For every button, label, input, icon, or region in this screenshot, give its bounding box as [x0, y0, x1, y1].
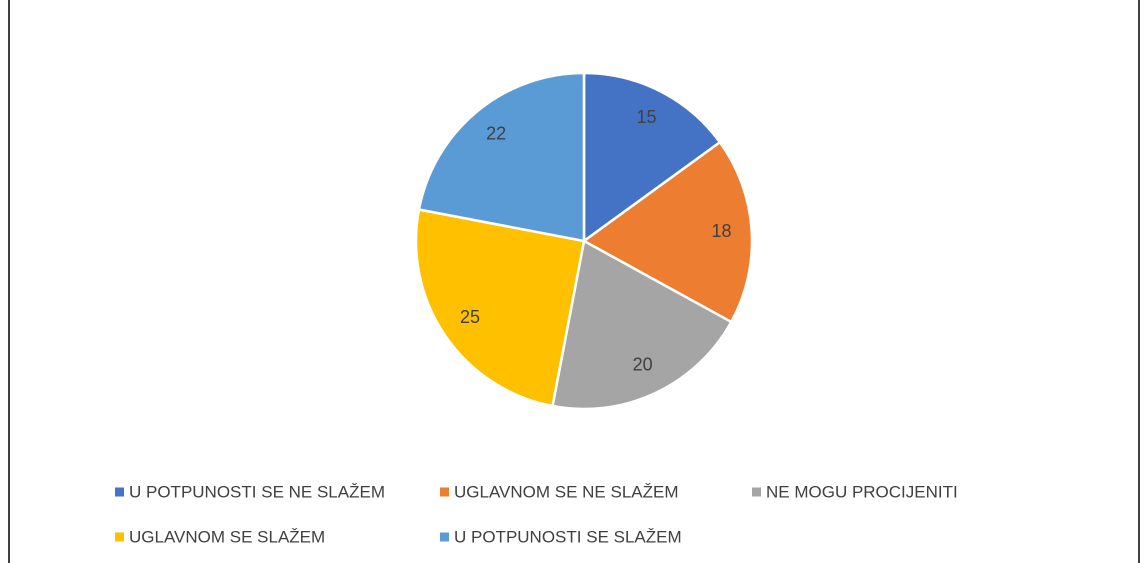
legend-swatch	[752, 487, 761, 497]
legend-swatch	[115, 487, 124, 497]
data-label: 15	[637, 107, 657, 127]
data-labels: 15 18 20 25 22	[460, 107, 731, 374]
data-label: 20	[633, 354, 653, 374]
legend-label: UGLAVNOM SE NE SLAŽEM	[454, 482, 679, 501]
data-label: 18	[711, 221, 731, 241]
data-label: 25	[460, 307, 480, 327]
pie	[414, 71, 754, 411]
pie-slice	[581, 140, 754, 324]
pie-slice	[582, 71, 722, 244]
legend-swatch	[115, 532, 124, 542]
pie-slice	[414, 208, 586, 408]
data-label: 22	[486, 124, 506, 144]
legend: U POTPUNOSTI SE NE SLAŽEM UGLAVNOM SE NE …	[115, 482, 958, 546]
legend-swatch	[440, 487, 449, 497]
legend-swatch	[440, 532, 449, 542]
pie-slice	[551, 239, 733, 411]
legend-label: U POTPUNOSTI SE SLAŽEM	[454, 527, 682, 546]
pie-slice	[417, 71, 586, 243]
legend-label: NE MOGU PROCIJENITI	[766, 482, 958, 501]
legend-label: U POTPUNOSTI SE NE SLAŽEM	[129, 482, 385, 501]
legend-label: UGLAVNOM SE SLAŽEM	[129, 527, 325, 546]
